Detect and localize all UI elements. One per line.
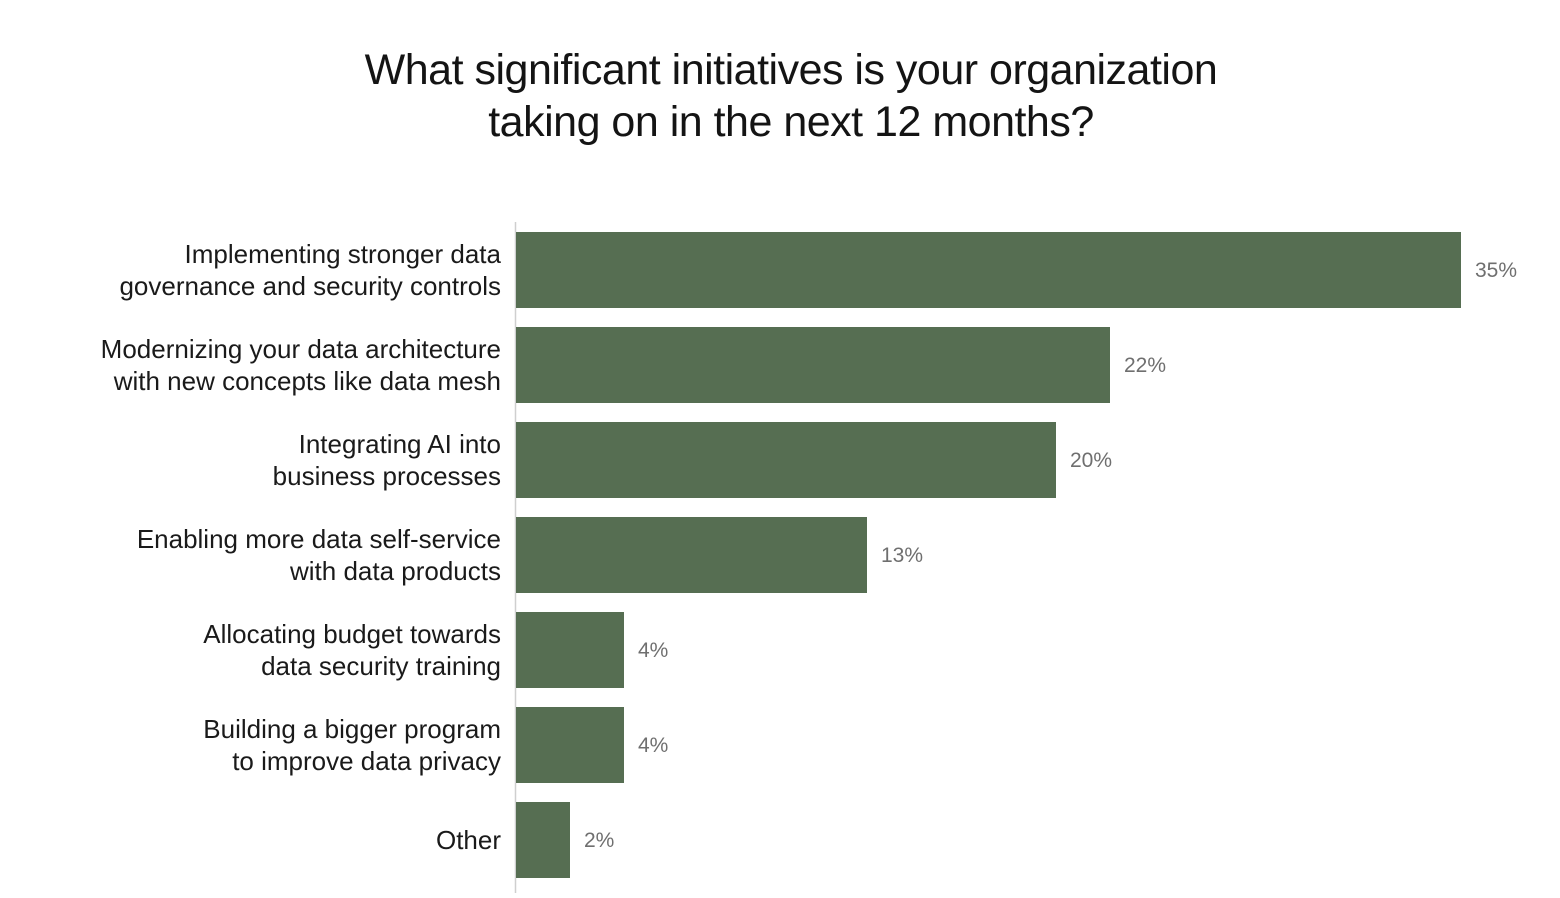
category-label-line: with data products: [289, 556, 501, 586]
category-label-line: to improve data privacy: [232, 746, 501, 776]
bar-group: Other 2%: [436, 802, 614, 878]
category-label: Building a bigger program to improve data…: [203, 714, 501, 776]
bar: [516, 802, 570, 878]
chart-title-line-2: taking on in the next 12 months?: [488, 98, 1094, 146]
bar: [516, 327, 1110, 403]
category-label-line: Integrating AI into: [299, 429, 501, 459]
bar: [516, 232, 1461, 308]
category-label-line: with new concepts like data mesh: [113, 366, 501, 396]
bar-group: Building a bigger program to improve data…: [203, 707, 668, 783]
bar: [516, 422, 1056, 498]
category-label: Enabling more data self-service with data…: [137, 524, 501, 586]
value-label: 13%: [881, 544, 923, 567]
value-label: 20%: [1070, 449, 1112, 472]
category-label: Allocating budget towards data security t…: [203, 619, 501, 681]
category-label-line: Enabling more data self-service: [137, 524, 501, 554]
bar-group: Integrating AI into business processes 20%: [273, 422, 1112, 498]
bar: [516, 707, 624, 783]
value-label: 2%: [584, 829, 614, 852]
category-label-line: Allocating budget towards: [203, 619, 501, 649]
category-label: Integrating AI into business processes: [273, 429, 501, 491]
value-label: 22%: [1124, 354, 1166, 377]
value-label: 4%: [638, 639, 668, 662]
value-label: 35%: [1475, 259, 1517, 282]
bar-group: Implementing stronger data governance and…: [119, 232, 1517, 308]
bar-group: Modernizing your data architecture with n…: [101, 327, 1166, 403]
category-label-line: data security training: [261, 651, 501, 681]
category-label: Modernizing your data architecture with n…: [101, 334, 501, 396]
category-label-line: governance and security controls: [119, 271, 501, 301]
category-label-line: Implementing stronger data: [184, 239, 501, 269]
value-label: 4%: [638, 734, 668, 757]
category-label-line: Other: [436, 825, 501, 855]
bar-group: Allocating budget towards data security t…: [203, 612, 668, 688]
bar: [516, 612, 624, 688]
category-label-line: business processes: [273, 461, 501, 491]
category-label-line: Building a bigger program: [203, 714, 501, 744]
bar: [516, 517, 867, 593]
category-label: Implementing stronger data governance and…: [119, 239, 501, 301]
category-label-line: Modernizing your data architecture: [101, 334, 501, 364]
chart-title: What significant initiatives is your org…: [0, 44, 1560, 148]
category-label: Other: [436, 825, 501, 855]
bar-group: Enabling more data self-service with data…: [137, 517, 923, 593]
chart-title-line-1: What significant initiatives is your org…: [364, 46, 1218, 94]
